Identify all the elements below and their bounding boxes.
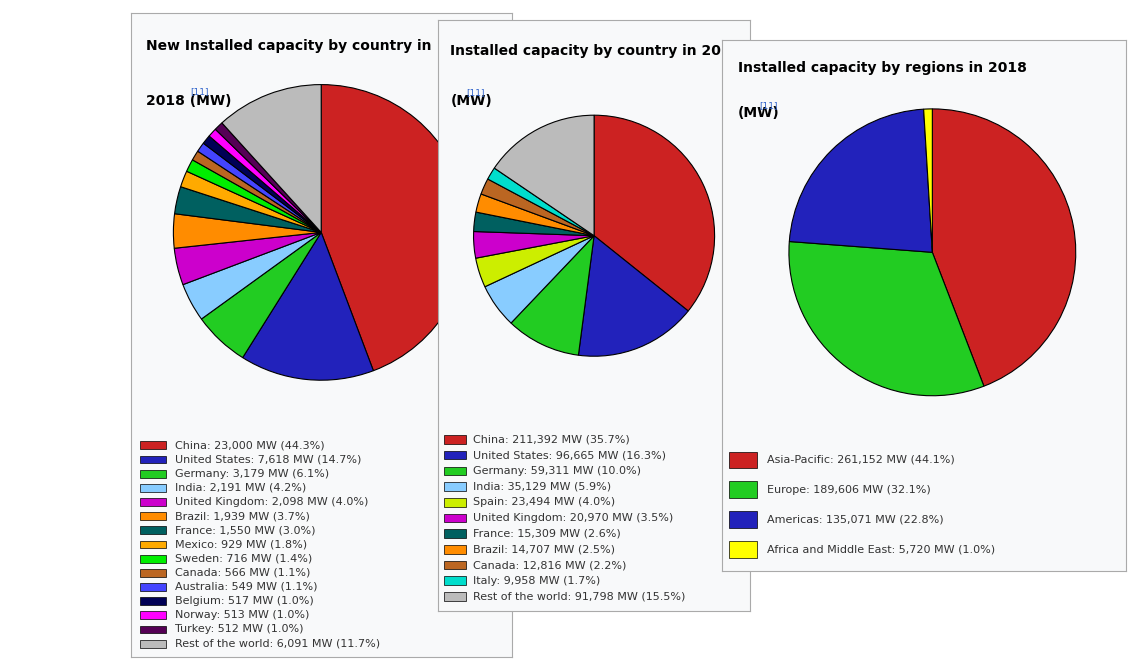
FancyBboxPatch shape [445,545,465,554]
Text: [11]: [11] [191,88,209,96]
Text: India: 2,191 MW (4.2%): India: 2,191 MW (4.2%) [175,483,307,493]
Text: Asia-Pacific: 261,152 MW (44.1%): Asia-Pacific: 261,152 MW (44.1%) [767,455,955,465]
FancyBboxPatch shape [140,527,166,535]
Wedge shape [321,84,468,371]
Text: Norway: 513 MW (1.0%): Norway: 513 MW (1.0%) [175,610,309,620]
Text: (MW): (MW) [738,106,780,120]
Wedge shape [209,129,322,232]
Text: Spain: 23,494 MW (4.0%): Spain: 23,494 MW (4.0%) [473,497,615,507]
Text: France: 1,550 MW (3.0%): France: 1,550 MW (3.0%) [175,525,316,535]
Text: Turkey: 512 MW (1.0%): Turkey: 512 MW (1.0%) [175,624,304,635]
Wedge shape [932,109,1076,386]
Wedge shape [183,232,322,319]
Text: United States: 7,618 MW (14.7%): United States: 7,618 MW (14.7%) [175,454,362,465]
FancyBboxPatch shape [140,512,166,520]
Text: United Kingdom: 20,970 MW (3.5%): United Kingdom: 20,970 MW (3.5%) [473,513,673,523]
Wedge shape [579,236,688,357]
Wedge shape [474,212,594,236]
Wedge shape [789,109,932,252]
Wedge shape [495,115,595,236]
FancyBboxPatch shape [140,639,166,647]
FancyBboxPatch shape [445,592,465,601]
Text: Africa and Middle East: 5,720 MW (1.0%): Africa and Middle East: 5,720 MW (1.0%) [767,544,995,554]
FancyBboxPatch shape [445,482,465,491]
Wedge shape [215,123,322,232]
Wedge shape [475,236,594,287]
Text: Italy: 9,958 MW (1.7%): Italy: 9,958 MW (1.7%) [473,576,600,586]
Wedge shape [923,109,932,252]
Wedge shape [173,214,322,248]
Wedge shape [204,136,322,232]
FancyBboxPatch shape [140,612,166,620]
Wedge shape [198,143,322,232]
Wedge shape [488,168,594,236]
FancyBboxPatch shape [729,481,757,498]
FancyBboxPatch shape [140,569,166,577]
Wedge shape [789,242,984,396]
FancyBboxPatch shape [140,498,166,506]
Text: Installed capacity by regions in 2018: Installed capacity by regions in 2018 [738,61,1027,75]
FancyBboxPatch shape [445,560,465,569]
Text: Brazil: 14,707 MW (2.5%): Brazil: 14,707 MW (2.5%) [473,544,615,554]
Wedge shape [511,236,594,355]
FancyBboxPatch shape [445,498,465,507]
FancyBboxPatch shape [445,467,465,475]
Wedge shape [192,151,322,232]
FancyBboxPatch shape [729,511,757,528]
Wedge shape [201,232,322,358]
Wedge shape [186,160,322,232]
FancyBboxPatch shape [729,541,757,558]
FancyBboxPatch shape [140,625,166,633]
FancyBboxPatch shape [445,576,465,585]
FancyBboxPatch shape [140,469,166,477]
FancyBboxPatch shape [445,451,465,459]
Text: 2018 (MW): 2018 (MW) [146,94,232,108]
Text: Canada: 12,816 MW (2.2%): Canada: 12,816 MW (2.2%) [473,560,626,570]
Text: Canada: 566 MW (1.1%): Canada: 566 MW (1.1%) [175,568,310,578]
Text: United States: 96,665 MW (16.3%): United States: 96,665 MW (16.3%) [473,450,666,460]
FancyBboxPatch shape [140,442,166,450]
Wedge shape [242,232,373,380]
Text: [11]: [11] [760,101,778,110]
Text: (MW): (MW) [450,94,492,108]
FancyBboxPatch shape [140,540,166,548]
FancyBboxPatch shape [140,597,166,605]
Text: Rest of the world: 91,798 MW (15.5%): Rest of the world: 91,798 MW (15.5%) [473,592,686,602]
Text: Mexico: 929 MW (1.8%): Mexico: 929 MW (1.8%) [175,539,307,550]
Wedge shape [174,232,322,285]
FancyBboxPatch shape [140,583,166,591]
Wedge shape [481,179,594,236]
FancyBboxPatch shape [445,529,465,538]
FancyBboxPatch shape [729,452,757,468]
Text: India: 35,129 MW (5.9%): India: 35,129 MW (5.9%) [473,481,612,491]
FancyBboxPatch shape [140,484,166,492]
Wedge shape [594,115,714,311]
Text: [11]: [11] [466,88,485,97]
Wedge shape [484,236,594,323]
Text: New Installed capacity by country in: New Installed capacity by country in [146,39,431,53]
Text: Germany: 59,311 MW (10.0%): Germany: 59,311 MW (10.0%) [473,466,641,476]
Text: China: 211,392 MW (35.7%): China: 211,392 MW (35.7%) [473,434,630,444]
Text: France: 15,309 MW (2.6%): France: 15,309 MW (2.6%) [473,529,621,539]
Wedge shape [476,194,594,236]
FancyBboxPatch shape [445,514,465,522]
Text: Sweden: 716 MW (1.4%): Sweden: 716 MW (1.4%) [175,554,313,564]
Text: China: 23,000 MW (44.3%): China: 23,000 MW (44.3%) [175,440,325,450]
Text: Americas: 135,071 MW (22.8%): Americas: 135,071 MW (22.8%) [767,515,944,525]
Text: Rest of the world: 6,091 MW (11.7%): Rest of the world: 6,091 MW (11.7%) [175,639,381,649]
Text: Brazil: 1,939 MW (3.7%): Brazil: 1,939 MW (3.7%) [175,511,310,521]
Text: Belgium: 517 MW (1.0%): Belgium: 517 MW (1.0%) [175,596,314,606]
Wedge shape [181,171,322,232]
Text: Installed capacity by country in 2018: Installed capacity by country in 2018 [450,44,740,58]
FancyBboxPatch shape [140,456,166,463]
Wedge shape [474,232,594,258]
Wedge shape [175,187,322,232]
Wedge shape [222,84,322,232]
Text: Australia: 549 MW (1.1%): Australia: 549 MW (1.1%) [175,582,317,592]
Text: Europe: 189,606 MW (32.1%): Europe: 189,606 MW (32.1%) [767,485,931,495]
Text: Germany: 3,179 MW (6.1%): Germany: 3,179 MW (6.1%) [175,469,330,479]
FancyBboxPatch shape [445,435,465,444]
FancyBboxPatch shape [140,554,166,562]
Text: United Kingdom: 2,098 MW (4.0%): United Kingdom: 2,098 MW (4.0%) [175,497,368,507]
